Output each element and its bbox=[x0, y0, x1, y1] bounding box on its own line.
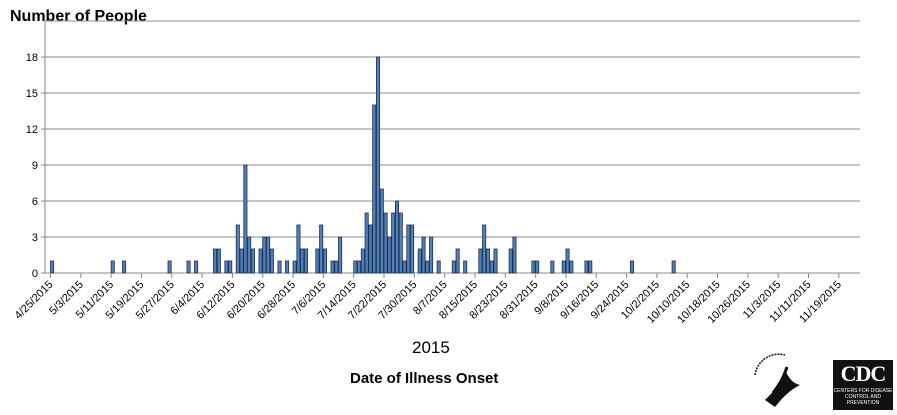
bar-8/19/2015 bbox=[489, 260, 494, 274]
bar-6/16/2015 bbox=[247, 236, 252, 274]
bar-6/24/2015 bbox=[277, 260, 282, 274]
bar-7/5/2015 bbox=[319, 224, 324, 274]
bar-6/8/2015 bbox=[216, 248, 221, 274]
bar-8/20/2015 bbox=[493, 248, 498, 274]
bar-8/18/2015 bbox=[485, 248, 490, 274]
bar-7/25/2015 bbox=[394, 200, 399, 274]
bar-7/24/2015 bbox=[391, 212, 396, 274]
bar-7/8/2015 bbox=[330, 260, 335, 274]
bar-7/23/2015 bbox=[387, 236, 392, 274]
x-axis-title: Date of Illness Onset bbox=[350, 370, 499, 387]
bar-4/25/2015 bbox=[50, 260, 55, 274]
bar-8/9/2015 bbox=[451, 260, 456, 274]
bar-6/30/2015 bbox=[300, 248, 305, 274]
bar-7/28/2015 bbox=[406, 224, 411, 274]
bar-7/6/2015 bbox=[322, 248, 327, 274]
bar-8/30/2015 bbox=[531, 260, 536, 274]
bar-7/16/2015 bbox=[360, 248, 365, 274]
bar-9/7/2015 bbox=[561, 260, 566, 274]
bar-8/5/2015 bbox=[436, 260, 441, 274]
bar-8/17/2015 bbox=[482, 224, 487, 274]
y-tick-label: 9 bbox=[32, 160, 38, 172]
bar-7/22/2015 bbox=[383, 212, 388, 274]
bar-5/14/2015 bbox=[122, 260, 127, 274]
bar-6/13/2015 bbox=[235, 224, 240, 274]
bar-6/21/2015 bbox=[266, 236, 271, 274]
bar-6/20/2015 bbox=[262, 236, 267, 274]
bar-6/19/2015 bbox=[258, 248, 263, 274]
x-tick-label: 4/25/2015 bbox=[13, 279, 56, 322]
bar-10/6/2015 bbox=[671, 260, 676, 274]
y-tick-label: 15 bbox=[26, 88, 38, 100]
bar-9/8/2015 bbox=[565, 248, 570, 274]
bar-9/25/2015 bbox=[629, 260, 634, 274]
bar-5/31/2015 bbox=[186, 260, 191, 274]
bar-7/19/2015 bbox=[372, 104, 377, 274]
y-tick-label: 3 bbox=[32, 232, 38, 244]
y-tick-label: 0 bbox=[32, 268, 38, 280]
y-tick-label: 12 bbox=[26, 124, 38, 136]
bar-6/10/2015 bbox=[224, 260, 229, 274]
bar-8/25/2015 bbox=[512, 236, 517, 274]
bar-8/2/2015 bbox=[425, 260, 430, 274]
bar-5/11/2015 bbox=[110, 260, 115, 274]
bar-7/31/2015 bbox=[417, 248, 422, 274]
bar-8/3/2015 bbox=[429, 236, 434, 274]
bar-7/18/2015 bbox=[368, 224, 373, 274]
bar-6/22/2015 bbox=[269, 248, 274, 274]
hhs-logo bbox=[751, 353, 803, 407]
bar-5/26/2015 bbox=[167, 260, 172, 274]
y-tick-label: 6 bbox=[32, 196, 38, 208]
bar-7/1/2015 bbox=[304, 248, 309, 274]
bar-7/21/2015 bbox=[379, 188, 384, 274]
bar-8/16/2015 bbox=[478, 248, 483, 274]
x-axis-year-label: 2015 bbox=[412, 338, 450, 357]
bar-7/27/2015 bbox=[402, 260, 407, 274]
bar-8/10/2015 bbox=[455, 248, 460, 274]
bar-7/4/2015 bbox=[315, 248, 320, 274]
bar-7/9/2015 bbox=[334, 260, 339, 274]
bar-6/2/2015 bbox=[194, 260, 199, 274]
bar-7/15/2015 bbox=[357, 260, 362, 274]
bar-6/7/2015 bbox=[213, 248, 218, 274]
bar-7/26/2015 bbox=[398, 212, 403, 274]
bar-8/24/2015 bbox=[508, 248, 513, 274]
bar-8/31/2015 bbox=[535, 260, 540, 274]
bar-7/10/2015 bbox=[338, 236, 343, 274]
bar-6/28/2015 bbox=[292, 260, 297, 274]
bar-6/15/2015 bbox=[243, 164, 248, 274]
y-tick-label: 18 bbox=[26, 52, 38, 64]
bar-6/14/2015 bbox=[239, 248, 244, 274]
bar-6/26/2015 bbox=[285, 260, 290, 274]
bar-8/1/2015 bbox=[421, 236, 426, 274]
bar-6/29/2015 bbox=[296, 224, 301, 274]
bar-7/14/2015 bbox=[353, 260, 358, 274]
bar-8/12/2015 bbox=[463, 260, 468, 274]
bar-6/11/2015 bbox=[228, 260, 233, 274]
bar-7/20/2015 bbox=[376, 56, 381, 274]
bar-7/17/2015 bbox=[364, 212, 369, 274]
bar-9/13/2015 bbox=[584, 260, 589, 274]
bar-9/14/2015 bbox=[588, 260, 593, 274]
cdc-logo: CDC CENTERS FOR DISEASE CONTROL AND PREVE… bbox=[833, 360, 893, 410]
bar-7/29/2015 bbox=[410, 224, 415, 274]
bar-9/4/2015 bbox=[550, 260, 555, 274]
bar-6/17/2015 bbox=[250, 248, 255, 274]
bar-9/9/2015 bbox=[569, 260, 574, 274]
